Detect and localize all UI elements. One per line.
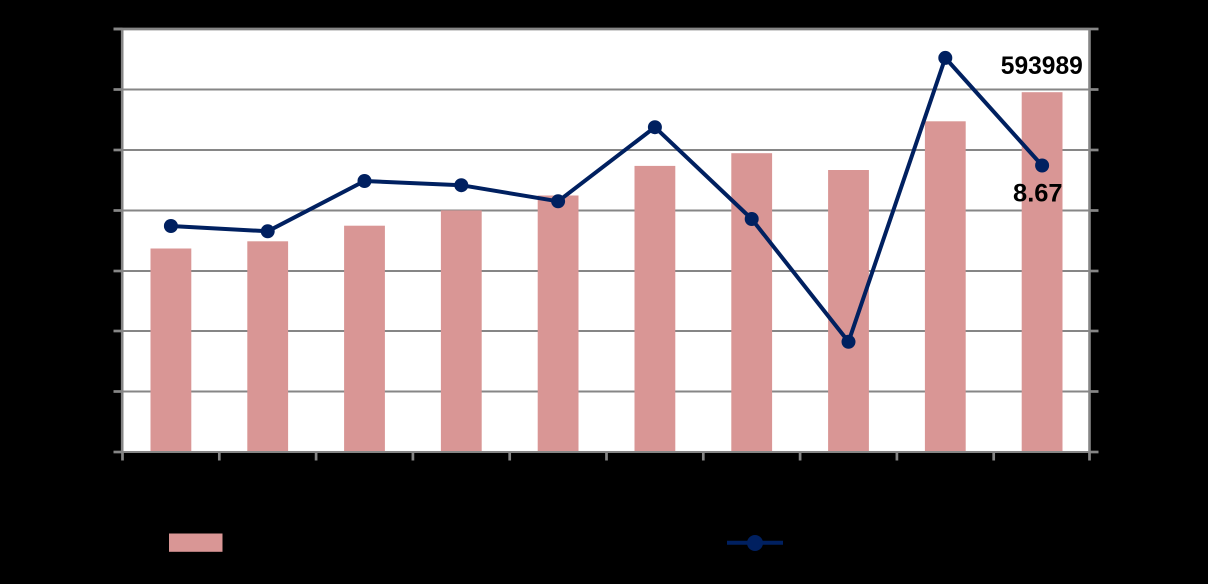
- svg-text:593989: 593989: [1001, 52, 1083, 80]
- svg-text:8.67: 8.67: [1013, 179, 1063, 207]
